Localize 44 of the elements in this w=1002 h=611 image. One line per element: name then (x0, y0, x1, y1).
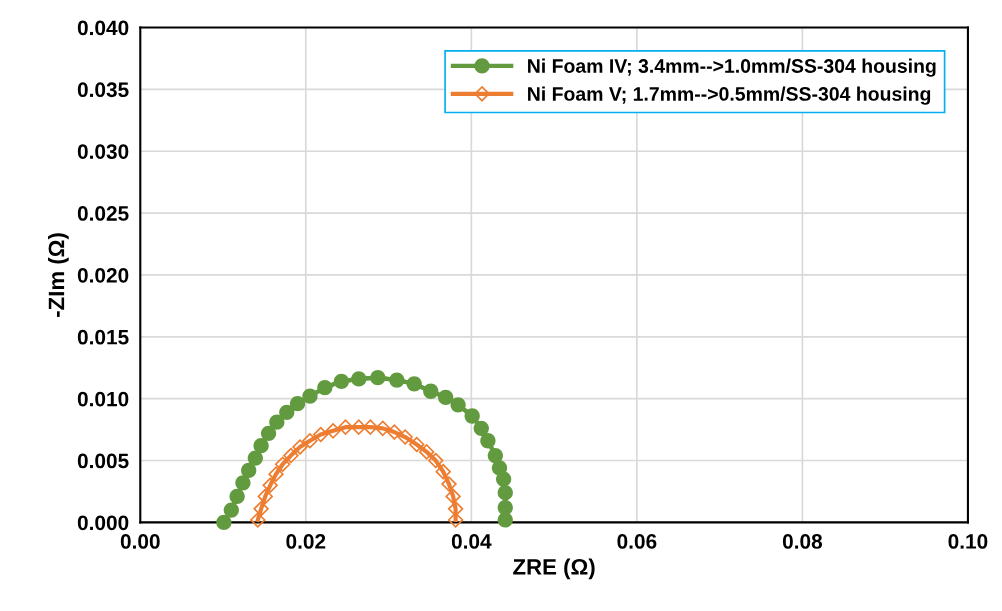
y-tick-label: 0.040 (77, 20, 129, 36)
y-tick-label: 0.015 (77, 329, 129, 345)
point (312, 426, 329, 443)
x-tick-label: 0.04 (451, 534, 492, 549)
point (283, 447, 299, 464)
y-tick-label: 0.000 (77, 515, 129, 531)
x-tick-label: 0.02 (286, 534, 326, 549)
x-tick-label: 0.08 (782, 534, 823, 549)
point (409, 436, 425, 453)
y-tick-label: 0.030 (77, 144, 129, 160)
point (435, 463, 451, 480)
x-tick-label: 0.00 (120, 534, 160, 549)
y-axis-title: -ZIm (Ω) (47, 233, 69, 317)
point (325, 423, 341, 439)
point (274, 456, 291, 472)
legend-label: Ni Foam V; 1.7mm-->0.5mm/SS-304 housing (528, 86, 931, 105)
point (302, 433, 318, 449)
point (447, 512, 464, 528)
x-tick-label: 0.06 (617, 534, 657, 549)
point (257, 488, 273, 505)
y-tick-label: 0.025 (77, 206, 129, 221)
point (428, 452, 444, 469)
point (250, 512, 266, 528)
y-tick-label: 0.035 (77, 82, 129, 98)
x-axis-title: ZRE (Ω) (513, 558, 595, 580)
point (397, 429, 413, 445)
point (337, 419, 354, 435)
y-tick-label: 0.010 (77, 391, 129, 407)
point (351, 419, 367, 435)
legend-label: Ni Foam IV; 3.4mm-->1.0mm/SS-304 housing (528, 58, 936, 77)
x-tick-label: 0.10 (948, 534, 988, 549)
point (362, 419, 379, 435)
point (445, 488, 461, 505)
point (292, 439, 308, 455)
point (418, 444, 435, 460)
point (268, 466, 284, 482)
point (386, 424, 403, 440)
point (262, 477, 278, 493)
point (441, 476, 457, 492)
y-tick-label: 0.005 (77, 453, 129, 469)
point (447, 501, 464, 517)
y-tick-label: 0.020 (77, 267, 129, 283)
point (375, 420, 391, 437)
point (253, 501, 269, 517)
